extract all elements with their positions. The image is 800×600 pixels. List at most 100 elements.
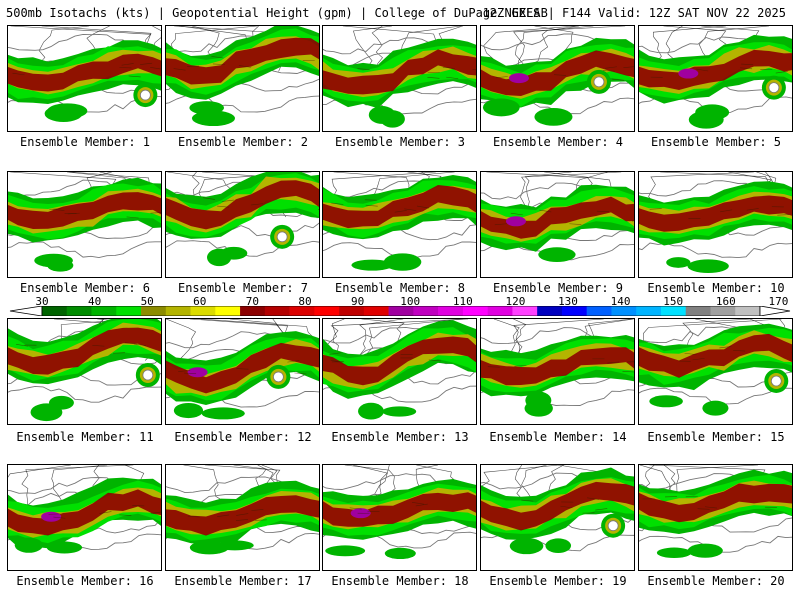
ensemble-member-caption: Ensemble Member: 14 xyxy=(489,430,627,444)
colorbar-bar xyxy=(9,306,791,316)
colorbar-tick-label: 60 xyxy=(193,295,207,308)
ensemble-map-panel xyxy=(7,318,162,425)
header-title: 500mb Isotachs (kts) | Geopotential Heig… xyxy=(6,6,548,20)
isotach-map xyxy=(323,465,476,570)
ensemble-map-panel xyxy=(480,171,635,278)
colorbar-swatch xyxy=(339,306,365,316)
colorbar-tick-label: 170 xyxy=(768,295,789,308)
ensemble-member-caption: Ensemble Member: 9 xyxy=(492,281,624,295)
colorbar-tick-label: 120 xyxy=(505,295,526,308)
colorbar-swatch xyxy=(462,306,488,316)
colorbar-swatch xyxy=(487,306,513,316)
isotach-map xyxy=(639,172,792,277)
colorbar-labels: 30 40 50 60 70 80 90 100 110 120 130 140 150 160 170 xyxy=(0,296,800,308)
colorbar-swatch xyxy=(512,306,538,316)
ensemble-member-caption: Ensemble Member: 13 xyxy=(331,430,469,444)
ensemble-map-panel xyxy=(165,318,320,425)
ensemble-member-caption: Ensemble Member: 2 xyxy=(177,135,309,149)
colorbar-swatch xyxy=(314,306,340,316)
isotach-map xyxy=(8,465,161,570)
ensemble-member-caption: Ensemble Member: 12 xyxy=(174,430,312,444)
ensemble-map-panel xyxy=(322,318,477,425)
isotach-map xyxy=(166,465,319,570)
header-valid-time: 12Z GEFS | F144 Valid: 12Z SAT NOV 22 20… xyxy=(482,6,786,20)
colorbar-swatch xyxy=(116,306,142,316)
ensemble-member-caption: Ensemble Member: 15 xyxy=(647,430,785,444)
colorbar-tick-label: 110 xyxy=(452,295,473,308)
ensemble-map-panel xyxy=(7,464,162,571)
ensemble-member-caption: Ensemble Member: 19 xyxy=(489,574,627,588)
colorbar-swatch xyxy=(215,306,241,316)
ensemble-map-panel xyxy=(480,464,635,571)
isotach-map xyxy=(323,26,476,131)
colorbar-tick-label: 50 xyxy=(140,295,154,308)
isotach-map xyxy=(8,319,161,424)
colorbar-swatch xyxy=(264,306,290,316)
colorbar-swatch xyxy=(561,306,587,316)
colorbar-right-arrow xyxy=(759,306,791,316)
ensemble-member-caption: Ensemble Member: 10 xyxy=(647,281,785,295)
isotach-map xyxy=(323,319,476,424)
isotach-map xyxy=(8,172,161,277)
colorbar-swatch xyxy=(91,306,117,316)
colorbar-tick-label: 150 xyxy=(663,295,684,308)
ensemble-map-panel xyxy=(7,171,162,278)
isotach-map xyxy=(166,319,319,424)
colorbar-swatch xyxy=(611,306,637,316)
colorbar-tick-label: 30 xyxy=(35,295,49,308)
colorbar-swatch xyxy=(42,306,68,316)
ensemble-member-caption: Ensemble Member: 16 xyxy=(16,574,154,588)
isotach-map xyxy=(639,26,792,131)
isotach-map xyxy=(639,319,792,424)
colorbar-swatch xyxy=(240,306,266,316)
ensemble-map-panel xyxy=(165,171,320,278)
isotach-map xyxy=(481,319,634,424)
colorbar-swatch xyxy=(413,306,439,316)
ensemble-map-panel xyxy=(7,25,162,132)
colorbar-swatch xyxy=(388,306,414,316)
ensemble-member-caption: Ensemble Member: 5 xyxy=(650,135,782,149)
ensemble-member-caption: Ensemble Member: 17 xyxy=(174,574,312,588)
colorbar-swatch xyxy=(165,306,191,316)
ensemble-map-panel xyxy=(165,464,320,571)
colorbar-tick-label: 70 xyxy=(245,295,260,308)
header: 500mb Isotachs (kts) | Geopotential Heig… xyxy=(0,0,800,22)
ensemble-map-panel xyxy=(638,464,793,571)
colorbar-tick-label: 40 xyxy=(87,295,102,308)
isotach-map xyxy=(639,465,792,570)
colorbar: 30 40 50 60 70 80 90 100 110 120 130 140 150 160 170 xyxy=(0,296,800,318)
colorbar-tick-label: 140 xyxy=(610,295,631,308)
colorbar-swatch xyxy=(710,306,736,316)
isotach-map xyxy=(166,26,319,131)
ensemble-member-caption: Ensemble Member: 4 xyxy=(492,135,624,149)
isotach-map xyxy=(481,172,634,277)
ensemble-map-panel xyxy=(638,318,793,425)
ensemble-member-caption: Ensemble Member: 11 xyxy=(16,430,154,444)
colorbar-swatch xyxy=(660,306,687,316)
isotach-map xyxy=(166,172,319,277)
colorbar-swatch xyxy=(190,306,216,316)
isotach-map xyxy=(323,172,476,277)
ensemble-map-panel xyxy=(638,171,793,278)
colorbar-swatch xyxy=(586,306,612,316)
ensemble-member-caption: Ensemble Member: 6 xyxy=(19,281,151,295)
ensemble-map-panel xyxy=(322,25,477,132)
ensemble-map-panel xyxy=(638,25,793,132)
colorbar-tick-label: 100 xyxy=(400,295,421,308)
colorbar-swatch xyxy=(685,306,711,316)
ensemble-member-caption: Ensemble Member: 18 xyxy=(331,574,469,588)
colorbar-tick-label: 80 xyxy=(298,295,312,308)
ensemble-map-panel xyxy=(480,25,635,132)
ensemble-map-panel xyxy=(322,464,477,571)
colorbar-tick-label: 160 xyxy=(715,295,736,308)
colorbar-tick-label: 130 xyxy=(558,295,578,308)
ensemble-map-panel xyxy=(322,171,477,278)
ensemble-member-caption: Ensemble Member: 7 xyxy=(177,281,309,295)
ensemble-member-caption: Ensemble Member: 8 xyxy=(334,281,466,295)
colorbar-swatch xyxy=(141,306,167,316)
isotach-map xyxy=(481,26,634,131)
colorbar-swatch xyxy=(438,306,464,316)
colorbar-swatch xyxy=(735,306,761,316)
colorbar-swatch xyxy=(66,306,92,316)
colorbar-swatch xyxy=(636,306,662,316)
